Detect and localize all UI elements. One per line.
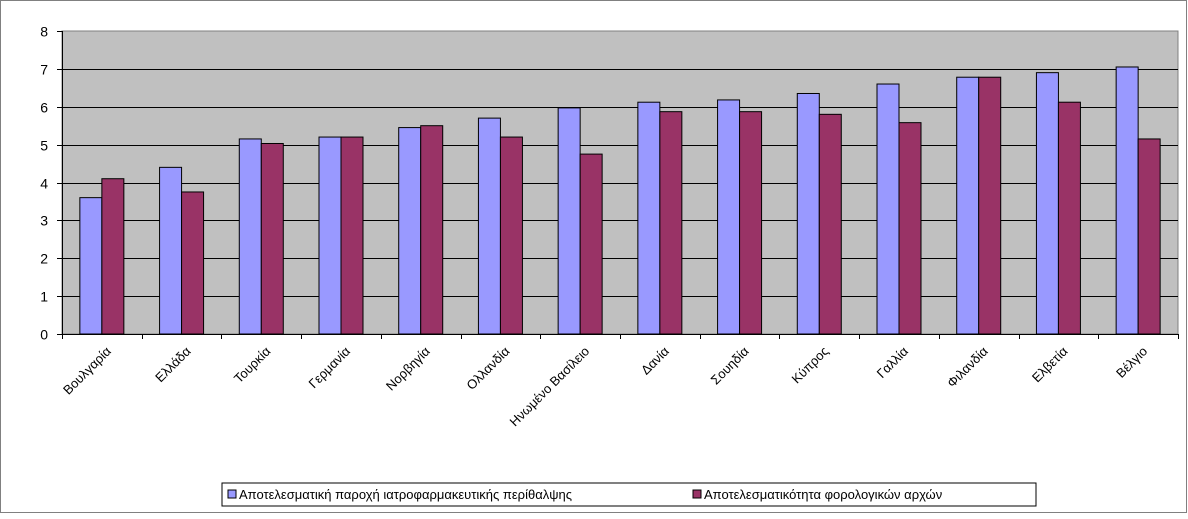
bar-series-2-5 <box>499 136 523 335</box>
y-tick-label: 5 <box>40 138 48 154</box>
bar-series-1-12 <box>1035 72 1059 335</box>
bar-series-2-13 <box>1137 138 1161 335</box>
y-tick-labels: 0 1 2 3 4 5 6 7 8 <box>40 24 48 343</box>
bars-group <box>79 66 1161 335</box>
bar-series-1-7 <box>637 101 661 335</box>
bar-series-2-9 <box>818 113 842 335</box>
bar-series-1-5 <box>477 117 501 335</box>
y-tick-label: 3 <box>40 213 48 229</box>
bar-series-1-10 <box>876 83 900 335</box>
bar-series-1-4 <box>398 127 422 335</box>
y-tick-label: 1 <box>40 289 48 305</box>
bar-series-2-3 <box>340 136 364 335</box>
bar-series-2-6 <box>579 153 603 335</box>
bar-series-2-10 <box>898 122 922 335</box>
plot-area <box>61 30 1179 335</box>
bar-series-2-2 <box>260 142 284 335</box>
bar-series-2-11 <box>978 76 1002 335</box>
bar-series-2-12 <box>1057 101 1081 335</box>
legend-swatch-series-1 <box>227 489 237 499</box>
bar-series-1-1 <box>159 166 183 335</box>
legend-label-series-1: Αποτελεσματική παροχή ιατροφαρμακευτικής… <box>239 487 572 502</box>
legend-swatch-series-2 <box>692 489 702 499</box>
bar-series-1-6 <box>557 107 581 335</box>
bar-series-2-4 <box>420 125 444 335</box>
axes-group <box>57 31 1179 339</box>
legend: Αποτελεσματική παροχή ιατροφαρμακευτικής… <box>221 482 1037 507</box>
bar-series-2-7 <box>659 111 683 335</box>
bar-series-2-0 <box>101 178 125 335</box>
y-tick-label: 0 <box>40 327 48 343</box>
bar-series-1-11 <box>956 76 980 335</box>
legend-box <box>221 482 1037 507</box>
bar-series-2-8 <box>739 111 763 335</box>
bar-series-1-3 <box>318 136 342 335</box>
bar-series-1-13 <box>1115 66 1139 335</box>
bar-series-2-1 <box>181 191 205 335</box>
bar-series-1-8 <box>717 99 741 335</box>
bar-series-1-2 <box>238 138 262 335</box>
bar-series-1-9 <box>796 92 820 335</box>
y-tick-label: 6 <box>40 100 48 116</box>
y-tick-label: 4 <box>40 176 48 192</box>
y-tick-label: 8 <box>40 24 48 40</box>
y-tick-label: 2 <box>40 251 48 267</box>
legend-label-series-2: Αποτελεσματικότητα φορολογικών αρχών <box>704 487 942 502</box>
bar-series-1-0 <box>79 197 103 335</box>
y-tick-label: 7 <box>40 62 48 78</box>
